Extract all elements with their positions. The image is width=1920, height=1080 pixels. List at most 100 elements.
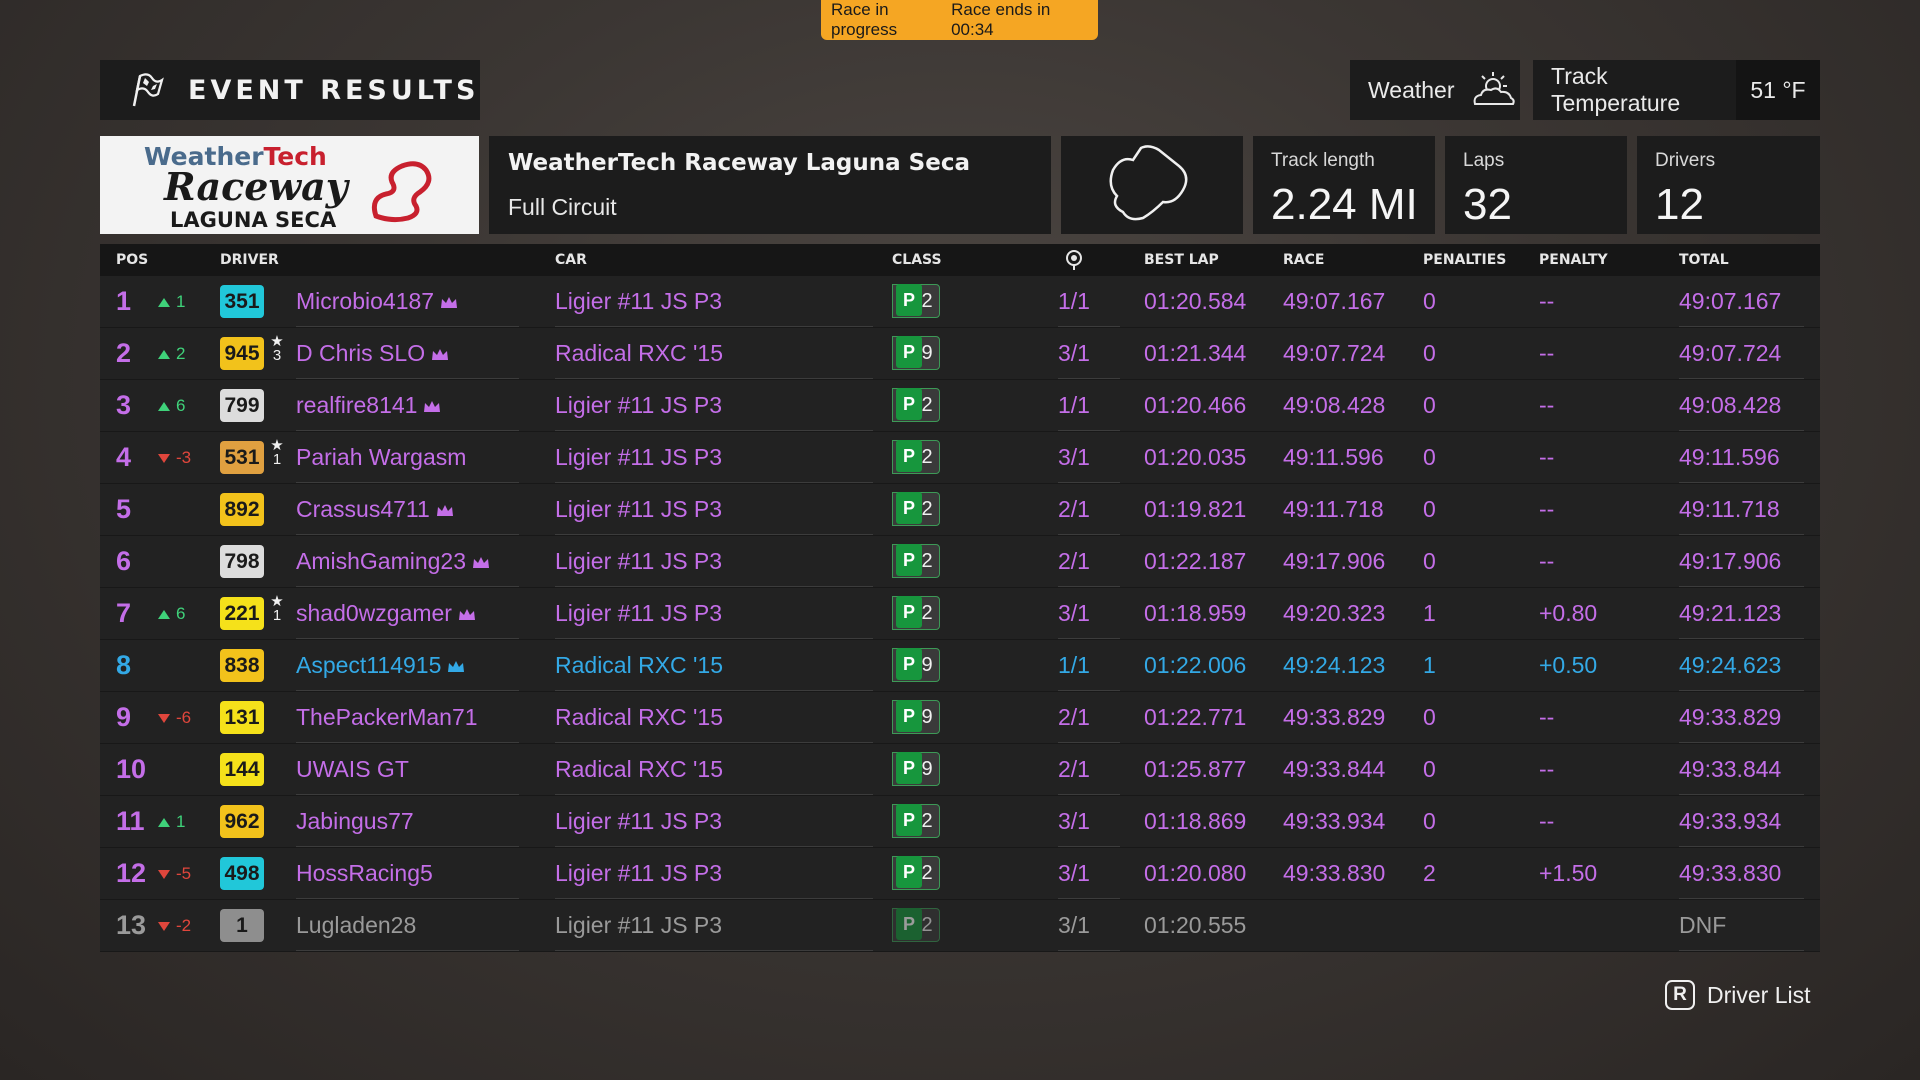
- class-badge: P: [896, 492, 922, 524]
- row-divider: [555, 950, 873, 951]
- car-name: Ligier #11 JS P3: [555, 392, 723, 418]
- position-change: -6: [158, 708, 191, 728]
- laps-label: Laps: [1463, 150, 1505, 171]
- driver-name[interactable]: Crassus4711: [296, 496, 454, 523]
- driver-rating-badge: 892: [220, 493, 264, 526]
- tyre-stints: 3/1: [1058, 340, 1090, 366]
- row-divider: [296, 534, 519, 535]
- table-row[interactable]: 2 2 945 ★ 3 D Chris SLO Radical RXC '15 P…: [100, 328, 1820, 380]
- driver-rating-badge: 945: [220, 337, 264, 370]
- penalty-count: 0: [1423, 548, 1436, 574]
- table-row[interactable]: 11 1 962 Jabingus77 Ligier #11 JS P3 PI9…: [100, 796, 1820, 848]
- car-name: Ligier #11 JS P3: [555, 808, 723, 834]
- total-time: 49:24.623: [1679, 652, 1782, 678]
- track-temperature-panel: Track Temperature 51 °F: [1533, 60, 1820, 120]
- best-lap: 01:21.344: [1144, 340, 1247, 366]
- best-lap: 01:20.584: [1144, 288, 1247, 314]
- race-time: 49:33.829: [1283, 704, 1386, 730]
- driver-list-button[interactable]: R Driver List: [1665, 980, 1811, 1010]
- class-badge: P: [896, 700, 922, 732]
- position-change: -3: [158, 448, 191, 468]
- r-key-icon: R: [1665, 980, 1695, 1010]
- driver-rating-badge: 351: [220, 285, 264, 318]
- crown-icon: [432, 349, 449, 360]
- race-time: 49:08.428: [1283, 392, 1386, 418]
- row-divider: [296, 950, 519, 951]
- position: 1: [116, 286, 132, 316]
- table-row[interactable]: 6 798 AmishGaming23 Ligier #11 JS P3 PI9…: [100, 536, 1820, 588]
- penalty-count: 1: [1423, 600, 1436, 626]
- car-name: Ligier #11 JS P3: [555, 912, 723, 938]
- row-divider: [1058, 950, 1120, 951]
- class-badge: P: [896, 544, 922, 576]
- table-row[interactable]: 1 1 351 Microbio4187 Ligier #11 JS P3 PI…: [100, 276, 1820, 328]
- race-time: 49:07.724: [1283, 340, 1386, 366]
- position: 9: [116, 702, 132, 732]
- table-row[interactable]: 10 144 UWAIS GT Radical RXC '15 PI909P 2…: [100, 744, 1820, 796]
- table-row[interactable]: 5 892 Crassus4711 Ligier #11 JS P3 PI912…: [100, 484, 1820, 536]
- col-best-lap: BEST LAP: [1144, 252, 1219, 268]
- corkscrew-logo-icon: [371, 161, 432, 223]
- driver-name[interactable]: D Chris SLO: [296, 340, 449, 367]
- driver-rating-badge: 798: [220, 545, 264, 578]
- car-name: Ligier #11 JS P3: [555, 288, 723, 314]
- driver-name[interactable]: shad0wzgamer: [296, 600, 476, 627]
- driver-name[interactable]: Aspect114915: [296, 652, 465, 679]
- driver-name[interactable]: UWAIS GT: [296, 756, 409, 782]
- race-time: 49:20.323: [1283, 600, 1386, 626]
- arrow-down-icon: [158, 713, 170, 723]
- table-row[interactable]: 8 838 Aspect114915 Radical RXC '15 PI909…: [100, 640, 1820, 692]
- driver-name[interactable]: Microbio4187: [296, 288, 458, 315]
- race-time: 49:07.167: [1283, 288, 1386, 314]
- row-divider: [555, 898, 873, 899]
- class-badge: P: [896, 856, 922, 888]
- driver-rating-badge: 221: [220, 597, 264, 630]
- table-row[interactable]: 7 6 221 ★ 1 shad0wzgamer Ligier #11 JS P3…: [100, 588, 1820, 640]
- table-row[interactable]: 9 -6 131 ThePackerMan71 Radical RXC '15 …: [100, 692, 1820, 744]
- driver-name[interactable]: Jabingus77: [296, 808, 414, 834]
- track-temperature-value: 51 °F: [1736, 60, 1820, 120]
- weather-label: Weather: [1368, 76, 1455, 103]
- track-name: WeatherTech Raceway Laguna Seca: [508, 150, 970, 176]
- table-row[interactable]: 4 -3 531 ★ 1 Pariah Wargasm Ligier #11 JS…: [100, 432, 1820, 484]
- star-badge: ★ 1: [270, 437, 284, 468]
- crown-icon: [448, 661, 465, 672]
- race-status-text: Race in progress: [831, 0, 898, 39]
- position-change: 6: [158, 604, 185, 624]
- row-divider: [555, 378, 873, 379]
- table-row[interactable]: 13 -2 1 Lugladen28 Ligier #11 JS P3 PI91…: [100, 900, 1820, 952]
- penalty-time: --: [1539, 808, 1555, 834]
- row-divider: [1679, 638, 1804, 639]
- row-divider: [555, 638, 873, 639]
- position: 2: [116, 338, 132, 368]
- driver-name[interactable]: AmishGaming23: [296, 548, 490, 575]
- car-name: Radical RXC '15: [555, 704, 724, 730]
- results-table: POS DRIVER CAR CLASS BEST LAP RACE PENAL…: [100, 244, 1820, 952]
- driver-name[interactable]: realfire8141: [296, 392, 441, 419]
- row-divider: [555, 326, 873, 327]
- best-lap: 01:20.466: [1144, 392, 1247, 418]
- track-length-panel: Track length 2.24 MI: [1253, 136, 1435, 234]
- position: 4: [116, 442, 132, 472]
- total-time: 49:07.724: [1679, 340, 1782, 366]
- class-badge: P: [896, 440, 922, 472]
- best-lap: 01:22.006: [1144, 652, 1247, 678]
- position: 7: [116, 598, 132, 628]
- race-time: 49:11.596: [1283, 444, 1384, 470]
- total-time: DNF: [1679, 912, 1727, 938]
- row-divider: [296, 378, 519, 379]
- driver-name[interactable]: Lugladen28: [296, 912, 417, 938]
- total-time: 49:33.934: [1679, 808, 1782, 834]
- driver-name[interactable]: ThePackerMan71: [296, 704, 478, 730]
- penalty-count: 0: [1423, 704, 1436, 730]
- table-row[interactable]: 12 -5 498 HossRacing5 Ligier #11 JS P3 P…: [100, 848, 1820, 900]
- table-row[interactable]: 3 6 799 realfire8141 Ligier #11 JS P3 PI…: [100, 380, 1820, 432]
- tyre-stints: 1/1: [1058, 288, 1090, 314]
- arrow-up-icon: [158, 297, 170, 307]
- driver-name[interactable]: Pariah Wargasm: [296, 444, 467, 470]
- race-time: 49:17.906: [1283, 548, 1386, 574]
- position: 12: [116, 858, 147, 888]
- arrow-up-icon: [158, 609, 170, 619]
- driver-name[interactable]: HossRacing5: [296, 860, 433, 886]
- crown-icon: [458, 609, 475, 620]
